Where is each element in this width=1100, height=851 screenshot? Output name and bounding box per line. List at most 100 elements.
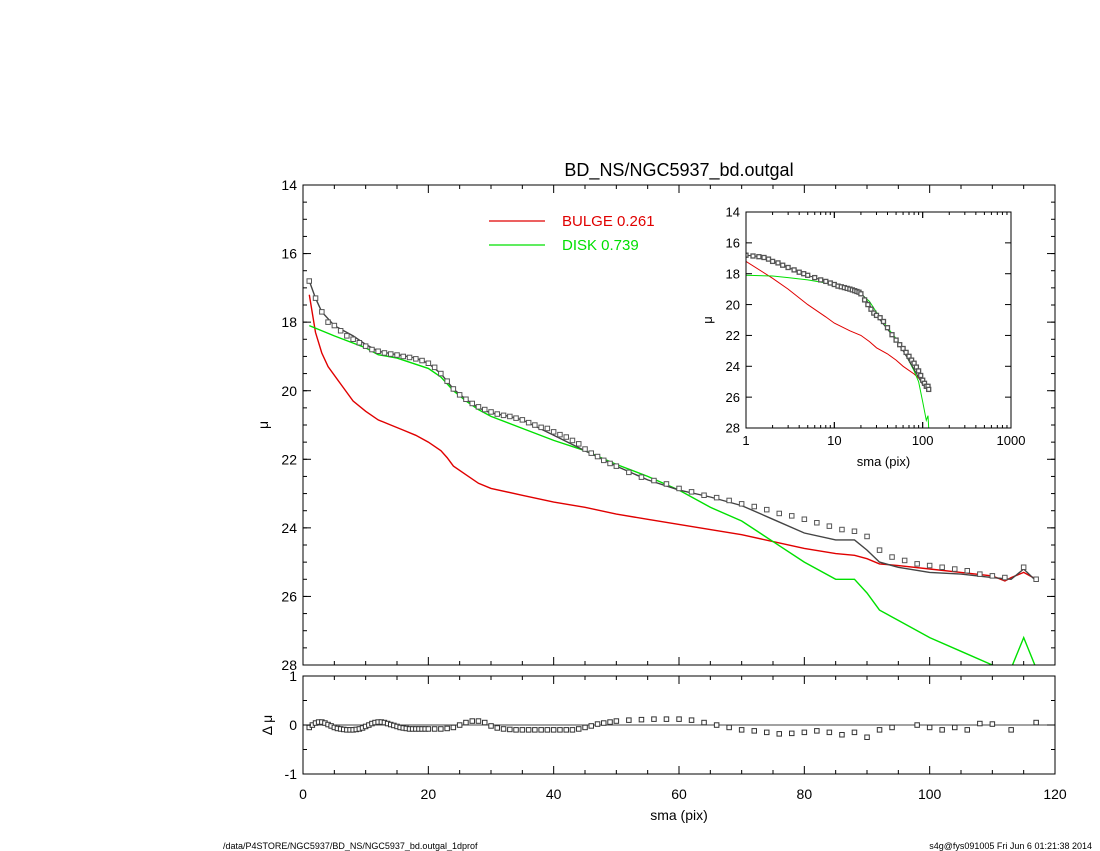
inset-data-point bbox=[926, 386, 932, 393]
residual-data-point bbox=[532, 727, 538, 733]
main-data-point bbox=[576, 441, 582, 447]
main-data-point bbox=[651, 477, 657, 484]
residual-data-point bbox=[789, 730, 795, 737]
legend-label-1: DISK 0.739 bbox=[562, 237, 639, 254]
inset-data-point bbox=[903, 349, 909, 356]
inset-data-point bbox=[796, 269, 802, 275]
main-data-point bbox=[456, 392, 463, 398]
residual-data-point bbox=[563, 727, 569, 733]
main-data-point bbox=[713, 494, 720, 501]
residual-xtick-label: 40 bbox=[546, 786, 562, 802]
residual-data-point bbox=[839, 732, 845, 738]
main-data-point bbox=[977, 571, 983, 577]
timestamp-footer: s4g@fys091005 Fri Jun 6 01:21:38 2014 bbox=[929, 841, 1092, 851]
inset-data-point bbox=[761, 254, 767, 261]
residual-data-point bbox=[701, 719, 707, 726]
residual-data-point bbox=[939, 727, 945, 733]
residual-data-point bbox=[952, 724, 958, 731]
main-data-point bbox=[726, 497, 732, 504]
inset-data-point bbox=[750, 253, 756, 259]
main-data-point bbox=[406, 354, 413, 361]
inset-data-point bbox=[818, 277, 824, 283]
main-data-point bbox=[701, 492, 707, 498]
residual-ytick-label: 0 bbox=[289, 717, 297, 733]
main-data-point bbox=[1033, 576, 1039, 582]
file-path-footer: /data/P4STORE/NGC5937/BD_NS/NGC5937_bd.o… bbox=[223, 841, 478, 851]
inset-data-point bbox=[746, 252, 749, 258]
main-data-point bbox=[544, 425, 551, 432]
residual-data-point bbox=[494, 725, 500, 731]
residual-data-point bbox=[488, 723, 494, 729]
inset-data-point bbox=[868, 306, 874, 312]
legend-label-0: BULGE 0.261 bbox=[562, 213, 655, 230]
residual-data-point bbox=[613, 718, 620, 724]
residual-data-point bbox=[544, 727, 551, 733]
inset-data-point bbox=[893, 337, 899, 343]
main-data-point bbox=[569, 437, 576, 444]
main-data-point bbox=[425, 360, 432, 366]
inset-series-0-line bbox=[746, 260, 930, 390]
residual-xtick-label: 120 bbox=[1043, 786, 1067, 802]
main-data-point bbox=[350, 336, 356, 342]
residual-data-point bbox=[601, 720, 607, 726]
inset-xtick-label: 10 bbox=[827, 433, 841, 448]
residual-xtick-label: 100 bbox=[918, 786, 942, 802]
residual-data-point bbox=[688, 717, 695, 723]
main-ytick-label: 28 bbox=[281, 657, 297, 673]
inset-ytick-label: 28 bbox=[726, 421, 740, 436]
residual-data-point bbox=[876, 727, 883, 733]
residual-data-point bbox=[569, 727, 576, 733]
main-data-point bbox=[688, 489, 695, 495]
residual-data-point bbox=[751, 728, 757, 734]
main-data-point bbox=[638, 474, 645, 480]
inset-data-point bbox=[769, 258, 776, 265]
residual-xtick-label: 60 bbox=[671, 786, 687, 802]
residual-data-point bbox=[444, 725, 450, 732]
residual-data-point bbox=[726, 724, 732, 731]
main-data-point bbox=[419, 357, 425, 364]
inset-plot-area bbox=[746, 252, 932, 428]
inset-data-point bbox=[858, 291, 864, 297]
main-data-point bbox=[1002, 574, 1008, 581]
main-ytick-label: 14 bbox=[281, 177, 297, 193]
residual-data-point bbox=[1008, 727, 1014, 733]
residual-data-point bbox=[469, 718, 475, 724]
main-data-point bbox=[413, 356, 419, 362]
inset-ytick-label: 26 bbox=[726, 390, 740, 405]
inset-xtick-label: 1000 bbox=[997, 433, 1026, 448]
inset-data-point bbox=[775, 260, 781, 266]
main-data-point bbox=[369, 346, 375, 353]
residual-data-point bbox=[463, 719, 469, 726]
residual-ytick-label: -1 bbox=[285, 766, 298, 782]
inset-data-point bbox=[780, 262, 786, 268]
main-data-point bbox=[494, 411, 500, 417]
main-data-point bbox=[513, 415, 519, 421]
main-data-point bbox=[475, 404, 482, 410]
main-ytick-label: 22 bbox=[281, 451, 297, 467]
main-data-point bbox=[926, 562, 933, 569]
inset-data-point bbox=[865, 301, 871, 308]
inset-xtick-label: 100 bbox=[912, 433, 934, 448]
main-data-point bbox=[939, 564, 945, 570]
main-data-point bbox=[1020, 564, 1027, 570]
main-data-point bbox=[864, 533, 870, 540]
inset-data-point bbox=[791, 267, 797, 273]
inset-data-point bbox=[880, 318, 887, 325]
main-series-1-line bbox=[309, 324, 1036, 665]
main-data-point bbox=[601, 457, 607, 464]
residual-data-point bbox=[638, 716, 645, 723]
residual-data-point bbox=[651, 716, 657, 722]
residual-plot-area bbox=[306, 716, 1039, 740]
residual-data-point bbox=[438, 726, 444, 732]
main-data-point bbox=[388, 351, 394, 357]
main-data-point bbox=[381, 350, 388, 356]
main-xlabel: sma (pix) bbox=[650, 807, 708, 823]
residual-data-point bbox=[482, 719, 488, 726]
residual-data-point bbox=[456, 722, 463, 728]
inset-ytick-label: 22 bbox=[726, 328, 740, 343]
residual-data-point bbox=[626, 717, 632, 723]
residual-data-point bbox=[889, 724, 895, 731]
inset-data-point bbox=[889, 332, 895, 338]
residual-data-point bbox=[450, 724, 457, 731]
main-ytick-label: 24 bbox=[281, 520, 297, 536]
